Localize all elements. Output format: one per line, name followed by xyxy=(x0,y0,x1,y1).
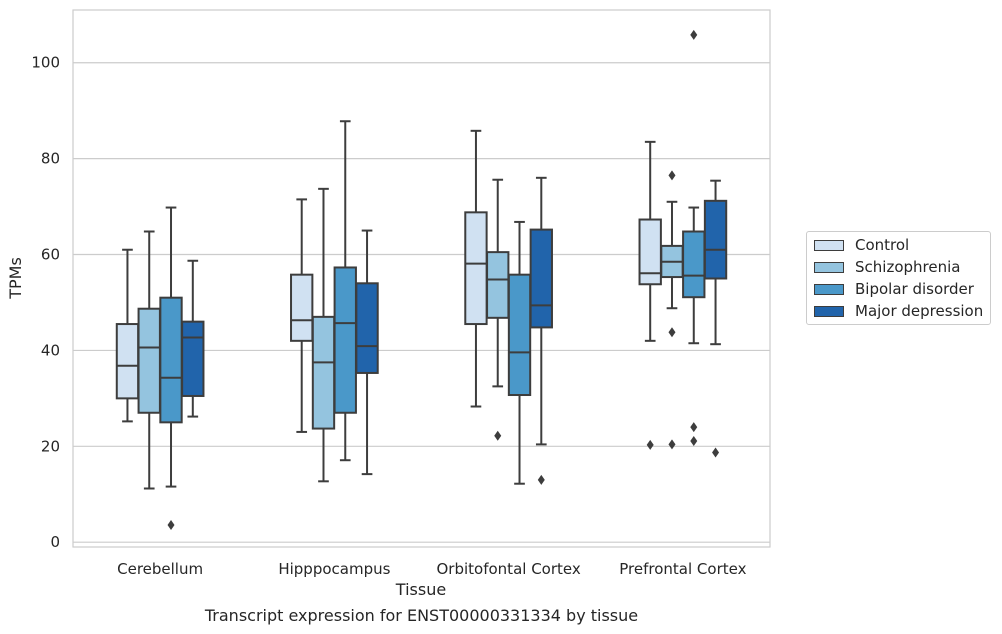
outlier-point xyxy=(712,447,720,458)
outlier-point xyxy=(690,29,698,40)
box-control-cerebellum xyxy=(115,248,140,423)
box-control-orbitofontal-cortex xyxy=(464,129,488,408)
box-bipolar-disorder-prefrontal-cortex xyxy=(682,29,706,447)
legend-item-bipolar-disorder: Bipolar disorder xyxy=(814,279,974,299)
x-tick-label: Prefrontal Cortex xyxy=(619,560,746,578)
legend-item-control: Control xyxy=(814,235,909,255)
y-tick-labels: 0 20 40 60 80 100 xyxy=(31,54,60,551)
legend-item-major-depression: Major depression xyxy=(814,301,983,321)
outlier-point xyxy=(167,519,175,530)
legend-label-bipolar-disorder: Bipolar disorder xyxy=(855,280,974,298)
outlier-point xyxy=(690,436,698,447)
outlier-point xyxy=(646,439,654,450)
box-schizophrenia-hipppocampus xyxy=(311,187,336,483)
box-control-hipppocampus xyxy=(290,198,314,433)
y-tick-label: 80 xyxy=(41,150,60,168)
outlier-point xyxy=(690,422,698,433)
iqr-box xyxy=(333,266,357,414)
iqr-box xyxy=(638,218,662,286)
iqr-box xyxy=(507,273,532,397)
x-tick-label: Hipppocampus xyxy=(278,560,390,578)
y-tick-label: 100 xyxy=(31,54,60,72)
outlier-point xyxy=(537,474,545,485)
box-schizophrenia-prefrontal-cortex xyxy=(660,170,684,450)
box-control-prefrontal-cortex xyxy=(638,140,662,450)
y-tick-label: 60 xyxy=(41,246,60,264)
outlier-point xyxy=(494,430,502,441)
iqr-box xyxy=(486,251,510,319)
iqr-box xyxy=(355,282,379,374)
iqr-box xyxy=(682,230,706,299)
box-major-depression-hipppocampus xyxy=(355,229,379,476)
outlier-point xyxy=(668,327,676,338)
legend-label-schizophrenia: Schizophrenia xyxy=(855,258,961,276)
iqr-box xyxy=(115,323,140,400)
box-schizophrenia-cerebellum xyxy=(137,230,161,490)
y-tick-label: 20 xyxy=(41,437,60,455)
legend: Control Schizophrenia Bipolar disorder M… xyxy=(806,231,991,325)
x-tick-labels: Cerebellum Hipppocampus Orbitofontal Corte… xyxy=(117,560,746,578)
box-major-depression-cerebellum xyxy=(181,259,205,418)
chart-caption: Transcript expression for ENST0000033133… xyxy=(204,606,639,625)
iqr-box xyxy=(464,211,488,326)
iqr-box xyxy=(703,199,728,280)
y-tick-label: 0 xyxy=(50,533,60,551)
boxes-layer xyxy=(115,29,728,530)
iqr-box xyxy=(159,296,183,424)
legend-swatch-major-depression xyxy=(814,305,844,317)
box-major-depression-orbitofontal-cortex xyxy=(529,176,553,485)
legend-swatch-bipolar-disorder xyxy=(814,283,844,295)
legend-swatch-control xyxy=(814,239,844,251)
x-axis-label: Tissue xyxy=(395,580,446,599)
legend-swatch-schizophrenia xyxy=(814,261,844,273)
box-bipolar-disorder-orbitofontal-cortex xyxy=(507,220,532,485)
y-tick-label: 40 xyxy=(41,341,60,359)
x-tick-label: Cerebellum xyxy=(117,560,203,578)
x-tick-label: Orbitofontal Cortex xyxy=(437,560,581,578)
legend-item-schizophrenia: Schizophrenia xyxy=(814,257,960,277)
iqr-box xyxy=(137,307,161,414)
box-schizophrenia-orbitofontal-cortex xyxy=(486,178,510,441)
outlier-point xyxy=(668,170,676,181)
iqr-box xyxy=(311,315,336,430)
iqr-box xyxy=(529,228,553,329)
box-bipolar-disorder-cerebellum xyxy=(159,206,183,530)
plot-frame xyxy=(72,9,771,548)
box-major-depression-prefrontal-cortex xyxy=(703,179,728,458)
legend-label-control: Control xyxy=(855,236,910,254)
legend-label-major-depression: Major depression xyxy=(855,302,984,320)
iqr-box xyxy=(290,273,314,342)
iqr-box xyxy=(181,320,205,397)
outlier-point xyxy=(668,439,676,450)
y-axis-label: TPMs xyxy=(6,257,25,300)
box-bipolar-disorder-hipppocampus xyxy=(333,120,357,462)
